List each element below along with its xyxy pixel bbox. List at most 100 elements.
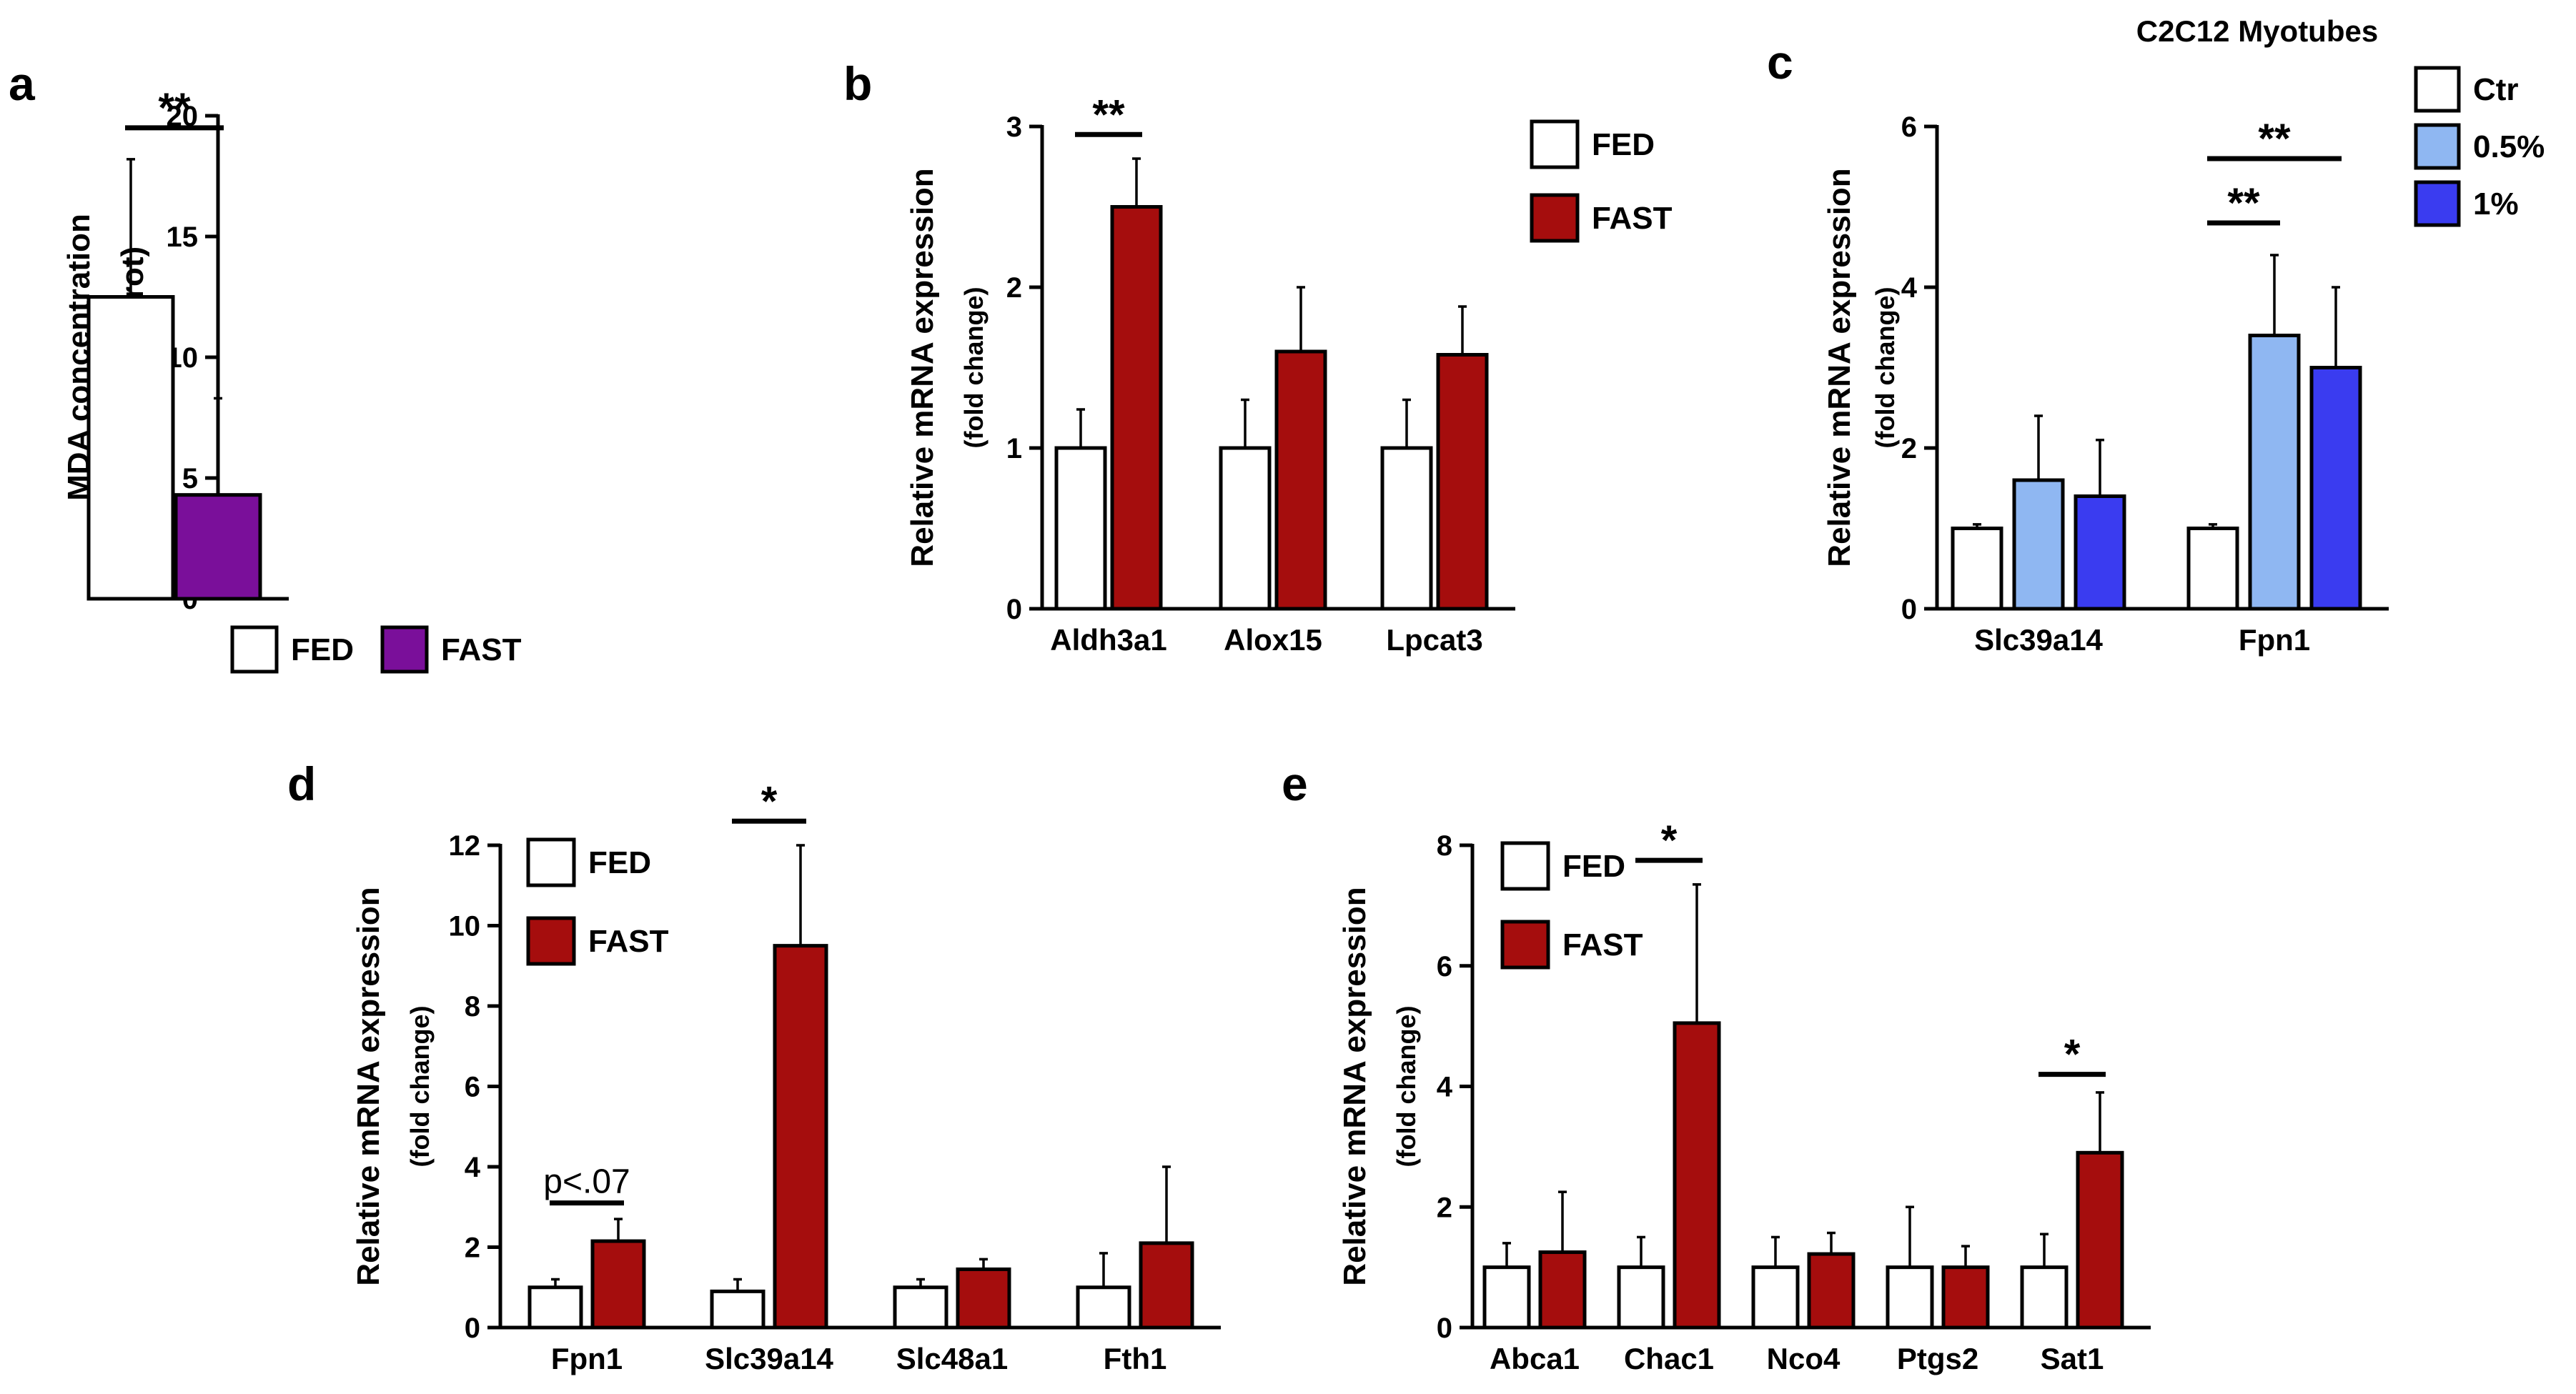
x-category-label: Slc39a14 [1974,623,2103,657]
legend-label: FAST [1562,927,1643,962]
y-axis-label: Relative mRNA expression [1337,887,1372,1285]
significance-label: * [761,778,778,825]
legend-label: FED [1592,127,1655,162]
bar-e-FED-3 [1886,1265,1934,1330]
bar-c-05-0 [2012,478,2065,611]
y-tick-label: 0 [1006,594,1022,625]
legend-swatch [1500,920,1550,970]
bar-c-Ctr-1 [2186,527,2239,611]
legend-swatch [1530,193,1580,243]
y-axis-sublabel: (fold change) [959,287,989,449]
bar-e-FED-4 [2020,1265,2069,1330]
panel-a: a05101520MDA concentration(nmol/mg prot)… [9,57,522,674]
y-tick-label: 5 [182,463,198,494]
bar-e-FAST-3 [1941,1265,1990,1330]
x-category-label: Alox15 [1224,623,1322,657]
legend-label: FAST [1592,201,1673,236]
legend-label: 1% [2473,186,2519,221]
significance-label: ** [2227,180,2260,226]
bar-d-FAST-1 [773,944,828,1330]
bar-b-FAST-1 [1274,349,1327,611]
panel-letter: e [1282,757,1308,810]
bar-c-1-0 [2074,494,2126,611]
bar-e-FAST-4 [2076,1150,2124,1330]
legend-swatch [1530,119,1580,169]
legend-label: FED [1562,849,1625,884]
x-category-label: Ptgs2 [1897,1342,1978,1375]
bar-c-05-1 [2248,334,2301,611]
significance-label: * [1661,817,1678,864]
x-category-label: Fpn1 [551,1342,623,1375]
bar-d-FAST-3 [1139,1241,1194,1330]
y-tick-label: 6 [1901,111,1917,143]
bar-d-FED-0 [527,1285,583,1330]
legend-label: Ctr [2473,72,2519,107]
y-tick-label: 2 [1006,272,1022,304]
y-tick-label: 15 [167,221,199,253]
legend-label: 0.5% [2473,129,2545,164]
panel-b: b 0 1 2 3 Relative mRNA expression (fold chang… [843,57,1673,657]
bar-a-FAST-0 [174,493,262,601]
bar-e-FAST-1 [1673,1021,1721,1330]
legend-swatch [2414,66,2461,113]
legend-swatch [2414,123,2461,170]
legend-swatch [380,625,429,674]
significance-label: ** [158,85,191,131]
y-tick-label: 6 [465,1072,480,1103]
y-axis-sublabel: (fold change) [1871,287,1900,449]
bar-e-FED-1 [1617,1265,1665,1330]
y-tick-label: 0 [1437,1313,1452,1344]
bar-d-FAST-0 [590,1239,646,1330]
panel-letter: a [9,57,36,110]
panel-d: d 0 2 4 6 8 10 12 Relative mRNA expression (fold … [287,757,1221,1375]
y-tick-label: 8 [465,991,480,1022]
significance-label: * [2064,1032,2081,1078]
bar-a-FED-0 [86,295,175,601]
y-tick-label: 4 [1901,272,1918,304]
y-axis-label: Relative mRNA expression [905,168,940,567]
legend-label: FAST [588,924,669,959]
bar-b-FED-1 [1219,446,1272,611]
bar-e-FED-2 [1751,1265,1800,1330]
x-category-label: Fpn1 [2239,623,2310,657]
y-axis-label: Relative mRNA expression [351,887,386,1285]
legend-label: FED [291,632,354,667]
bar-b-FAST-2 [1436,353,1489,611]
panel-letter: b [843,57,872,110]
significance-label: ** [1092,91,1125,138]
legend-label: FAST [441,632,522,667]
bar-c-Ctr-0 [1951,527,2003,611]
bar-b-FED-2 [1380,446,1433,611]
x-category-label: Slc39a14 [705,1342,833,1375]
y-tick-label: 4 [465,1152,481,1183]
x-category-label: Chac1 [1624,1342,1714,1375]
legend-swatch [2414,180,2461,227]
legend-swatch [1500,841,1550,891]
y-tick-label: 2 [1437,1192,1452,1223]
y-tick-label: 1 [1006,433,1022,464]
bar-d-FAST-2 [956,1267,1011,1330]
bar-c-1-1 [2309,366,2362,611]
y-tick-label: 12 [449,830,481,862]
x-category-label: Abca1 [1490,1342,1580,1375]
y-tick-label: 2 [465,1233,480,1264]
y-tick-label: 8 [1437,830,1452,862]
bar-d-FED-1 [710,1289,766,1330]
chart-title: C2C12 Myotubes [2136,14,2378,48]
x-category-label: Sat1 [2041,1342,2104,1375]
panel-e: e 0 2 4 6 8 Relative mRNA expression (fold chan… [1282,757,2151,1375]
panel-c: c C2C12 Myotubes 0 2 4 6 Relative mRNA express… [1767,14,2545,657]
y-tick-label: 3 [1006,111,1022,143]
y-tick-label: 2 [1901,433,1917,464]
y-axis-label: Relative mRNA expression [1822,168,1857,567]
y-tick-label: 0 [465,1313,480,1344]
bar-e-FAST-2 [1807,1252,1856,1330]
x-category-label: Aldh3a1 [1050,623,1166,657]
bar-b-FAST-0 [1110,205,1163,611]
significance-label: ** [2258,116,2291,162]
legend-swatch [526,837,576,887]
y-tick-label: 0 [1901,594,1917,625]
legend-swatch [526,916,576,966]
significance-label: p<.07 [543,1163,630,1201]
